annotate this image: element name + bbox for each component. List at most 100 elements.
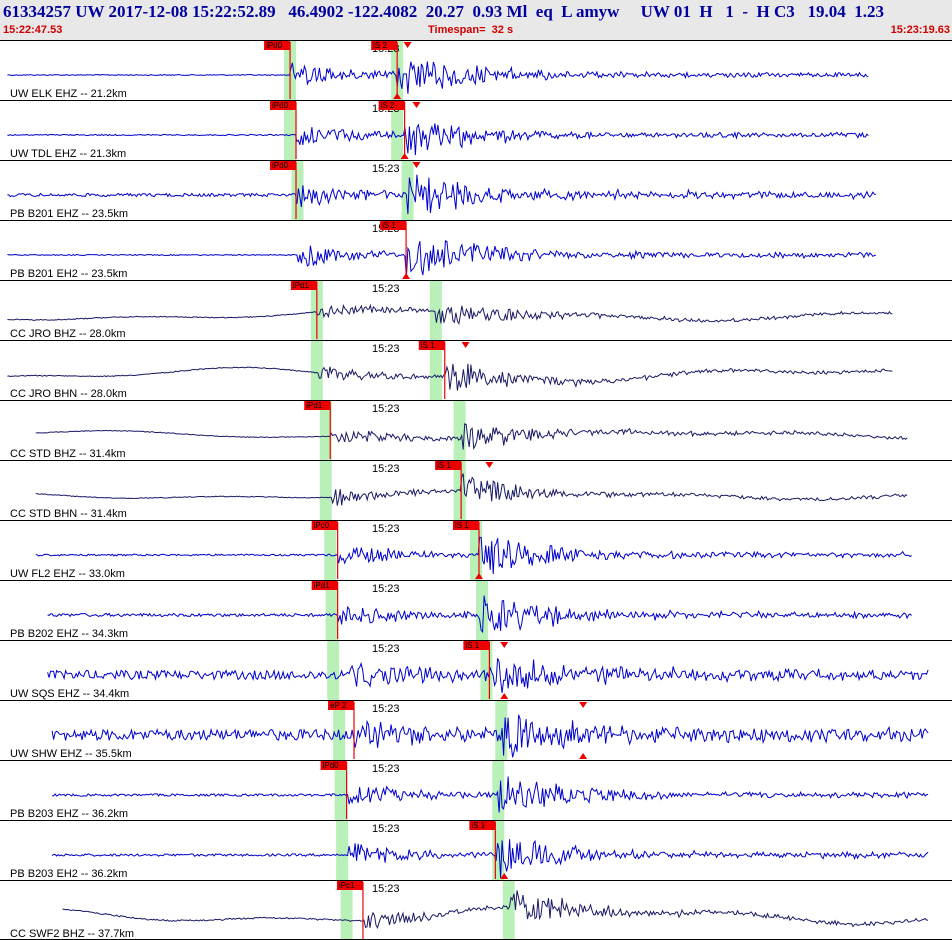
p-pick-label: iPd0 bbox=[272, 161, 289, 170]
amplitude-marker-bottom bbox=[500, 873, 509, 879]
time-tick-label: 15:23 bbox=[372, 283, 400, 295]
amplitude-marker-top bbox=[579, 702, 588, 708]
p-pick-flag[interactable] bbox=[328, 701, 355, 710]
s-pick-label: iS 1 bbox=[421, 341, 435, 350]
waveform-trace[interactable] bbox=[52, 776, 929, 813]
p-pick-flag[interactable] bbox=[270, 161, 297, 170]
event-header: 61334257 UW 2017-12-08 15:22:52.89 46.49… bbox=[0, 0, 952, 40]
amplitude-marker-top bbox=[412, 102, 421, 108]
p-pick-flag[interactable] bbox=[304, 401, 331, 410]
station-label: PB B203 EH2 -- 36.2km bbox=[10, 868, 127, 880]
pick-window bbox=[340, 881, 353, 940]
event-summary: 61334257 UW 2017-12-08 15:22:52.89 46.49… bbox=[3, 2, 884, 21]
time-end: 15:23:19.63 bbox=[890, 24, 950, 36]
p-pick-flag[interactable] bbox=[320, 761, 347, 770]
pick-window bbox=[334, 761, 347, 820]
station-label: PB B202 EHZ -- 34.3km bbox=[10, 628, 128, 640]
waveform-trace[interactable] bbox=[7, 363, 893, 391]
p-pick-label: iPd1 bbox=[293, 281, 310, 290]
s-pick-label: iS 1 bbox=[465, 641, 479, 650]
station-label: CC STD BHZ -- 31.4km bbox=[10, 448, 126, 460]
pick-window bbox=[327, 641, 340, 700]
time-tick-label: 15:23 bbox=[372, 643, 400, 655]
p-pick-label: iPd0 bbox=[323, 761, 340, 770]
station-label: UW SHW EHZ -- 35.5km bbox=[10, 748, 132, 760]
s-pick-flag[interactable] bbox=[435, 461, 462, 470]
amplitude-marker-top bbox=[461, 342, 470, 348]
s-pick-label: iS 1 bbox=[437, 461, 451, 470]
amplitude-marker-top bbox=[403, 42, 412, 48]
s-pick-flag[interactable] bbox=[371, 41, 398, 50]
s-pick-flag[interactable] bbox=[469, 821, 496, 830]
amplitude-marker-bottom bbox=[393, 93, 402, 99]
amplitude-marker-bottom bbox=[579, 753, 588, 759]
time-tick-label: 15:23 bbox=[372, 703, 400, 715]
trace-canvas[interactable]: 15:23 UW ELK EHZ -- 21.2km iPd0 iS 2 15:23 UW… bbox=[0, 40, 952, 940]
time-tick-label: 15:23 bbox=[372, 823, 400, 835]
waveform-trace[interactable] bbox=[35, 536, 912, 575]
station-label: UW TDL EHZ -- 21.3km bbox=[10, 148, 126, 160]
pick-window bbox=[429, 341, 442, 400]
waveform-trace[interactable] bbox=[7, 174, 876, 215]
waveform-trace[interactable] bbox=[51, 714, 929, 758]
p-pick-flag[interactable] bbox=[311, 581, 338, 590]
s-pick-label: iS 2 bbox=[373, 41, 387, 50]
waveform-trace[interactable] bbox=[62, 890, 929, 929]
station-label: CC JRO BHZ -- 28.0km bbox=[10, 328, 126, 340]
pick-window bbox=[492, 761, 505, 820]
pick-window bbox=[401, 161, 414, 220]
seismogram-panels[interactable]: 15:23 UW ELK EHZ -- 21.2km iPd0 iS 2 15:23 UW… bbox=[0, 40, 952, 940]
station-label: CC JRO BHN -- 28.0km bbox=[10, 388, 127, 400]
station-label: PB B203 EHZ -- 36.2km bbox=[10, 808, 128, 820]
station-label: UW FL2 EHZ -- 33.0km bbox=[10, 568, 125, 580]
time-tick-label: 15:23 bbox=[372, 883, 400, 895]
time-tick-label: 15:23 bbox=[372, 163, 400, 175]
time-tick-label: 15:23 bbox=[372, 523, 400, 535]
p-pick-label: iPd1 bbox=[306, 401, 323, 410]
p-pick-flag[interactable] bbox=[311, 521, 338, 530]
p-pick-label: iPd0 bbox=[272, 101, 289, 110]
time-start: 15:22:47.53 bbox=[3, 24, 63, 36]
amplitude-marker-top bbox=[500, 642, 509, 648]
p-pick-label: iPd1 bbox=[314, 581, 331, 590]
pick-window bbox=[319, 461, 332, 520]
pick-window bbox=[336, 821, 349, 880]
pick-window bbox=[429, 281, 442, 340]
s-pick-flag[interactable] bbox=[452, 521, 479, 530]
waveform-trace[interactable] bbox=[51, 839, 929, 879]
amplitude-marker-bottom bbox=[400, 153, 409, 159]
time-tick-label: 15:23 bbox=[372, 403, 400, 415]
p-pick-label: iPd0 bbox=[266, 41, 283, 50]
pick-window bbox=[495, 701, 508, 760]
amplitude-marker-bottom bbox=[402, 273, 411, 279]
waveform-trace[interactable] bbox=[47, 658, 929, 694]
pick-window bbox=[475, 581, 488, 640]
time-tick-label: 15:23 bbox=[372, 463, 400, 475]
s-pick-flag[interactable] bbox=[378, 101, 405, 110]
station-label: UW ELK EHZ -- 21.2km bbox=[10, 88, 127, 100]
s-pick-flag[interactable] bbox=[463, 641, 490, 650]
station-label: PB B201 EH2 -- 23.5km bbox=[10, 268, 127, 280]
waveform-trace[interactable] bbox=[7, 303, 893, 326]
station-label: CC SWF2 BHZ -- 37.7km bbox=[10, 928, 134, 940]
p-pick-flag[interactable] bbox=[290, 281, 317, 290]
time-tick-label: 15:23 bbox=[372, 763, 400, 775]
waveform-trace[interactable] bbox=[7, 123, 869, 156]
s-pick-flag[interactable] bbox=[380, 221, 407, 230]
waveform-trace[interactable] bbox=[7, 240, 876, 279]
p-pick-flag[interactable] bbox=[270, 101, 297, 110]
p-pick-label: iPc0 bbox=[314, 521, 330, 530]
waveform-trace[interactable] bbox=[7, 61, 869, 94]
pick-window bbox=[324, 521, 337, 580]
waveform-trace[interactable] bbox=[35, 423, 908, 451]
p-pick-flag[interactable] bbox=[336, 881, 363, 890]
p-pick-flag[interactable] bbox=[264, 41, 291, 50]
timespan-label: Timespan= 32 s bbox=[428, 24, 514, 36]
p-pick-label: eP 2 bbox=[330, 701, 347, 710]
waveform-trace[interactable] bbox=[35, 473, 908, 506]
waveform-trace[interactable] bbox=[47, 595, 912, 634]
pick-window bbox=[310, 341, 323, 400]
pick-window bbox=[284, 101, 297, 160]
amplitude-marker-bottom bbox=[474, 573, 483, 579]
s-pick-flag[interactable] bbox=[418, 341, 445, 350]
